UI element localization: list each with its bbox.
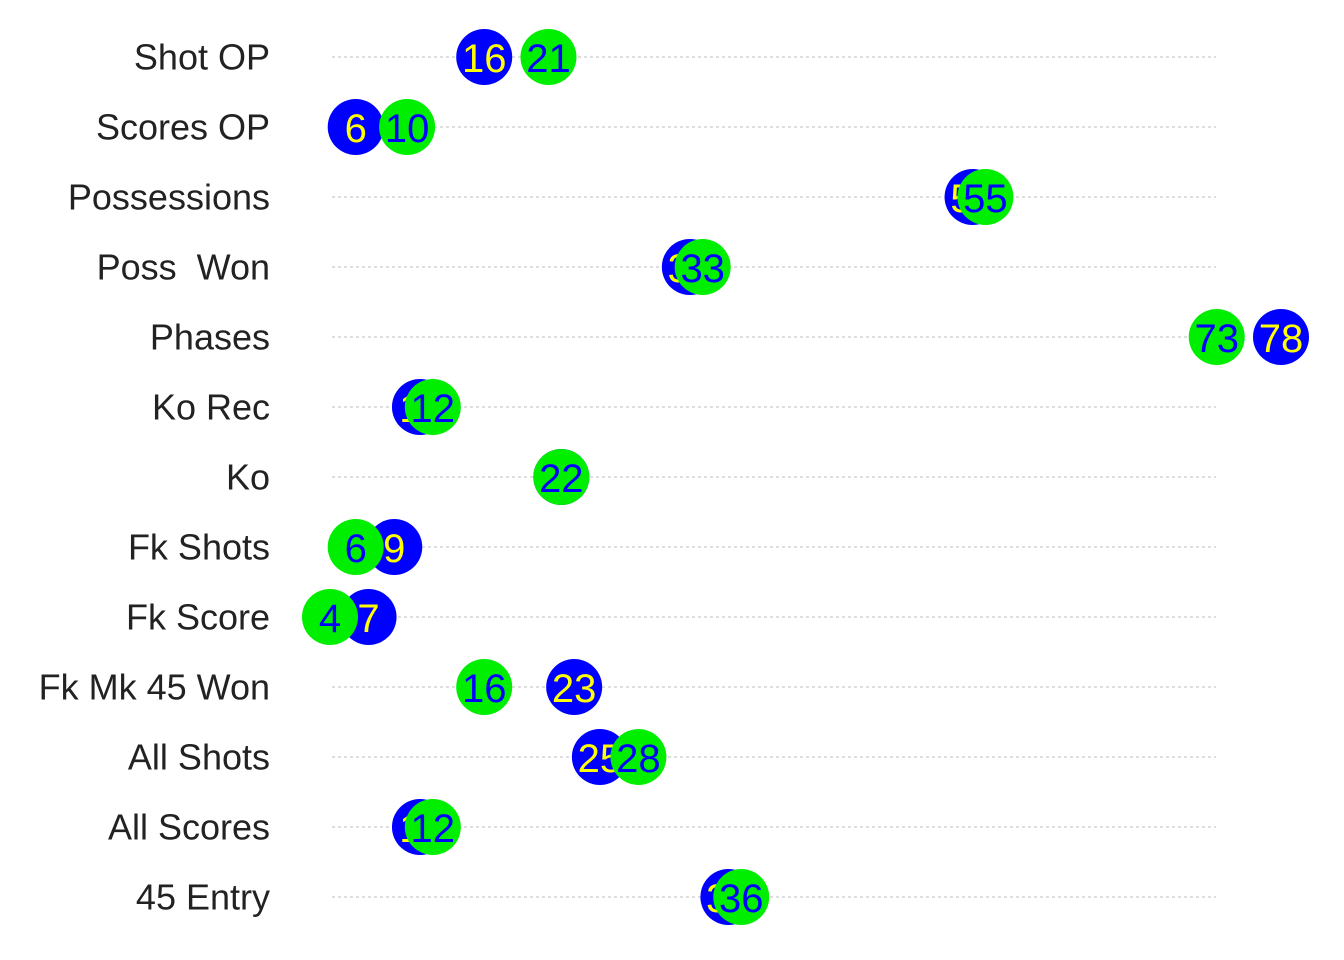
point-series2-possessions: [957, 169, 1014, 225]
point-label-series2-fk-score: 4: [319, 597, 341, 641]
point-series2-ko-rec: [404, 379, 461, 435]
point-series2-all-shots: [610, 729, 667, 785]
point-label-series2-ko-rec: 12: [411, 387, 456, 431]
category-label-45-entry: 45 Entry: [136, 877, 270, 918]
point-series1-phases: [1253, 309, 1309, 365]
point-label-series2-ko: 22: [539, 457, 584, 501]
point-label-series2-fk-mk-45-won: 16: [462, 667, 507, 711]
point-series1-fk-shots: [366, 519, 423, 575]
grid-lines: [332, 56, 1216, 898]
category-label-possessions: Possessions: [68, 177, 270, 218]
point-series2-ko: [533, 449, 590, 505]
category-label-phases: Phases: [150, 317, 270, 358]
point-label-series2-45-entry: 36: [719, 877, 764, 921]
point-series2-shot-op: [520, 29, 577, 85]
point-series2-phases: [1188, 309, 1245, 365]
point-series2-poss-won: [674, 239, 731, 295]
point-label-series2-fk-shots: 6: [345, 527, 367, 571]
category-label-ko: Ko: [226, 457, 270, 498]
point-series1-fk-score: [340, 589, 397, 645]
point-label-series1-fk-mk-45-won: 23: [552, 667, 597, 711]
point-series2-fk-score: [302, 589, 358, 645]
point-label-series2-phases: 73: [1194, 317, 1239, 361]
point-series2-all-scores: [404, 799, 461, 855]
point-label-series2-shot-op: 21: [526, 37, 571, 81]
category-label-poss-won: Poss Won: [97, 247, 270, 288]
point-label-series2-all-scores: 12: [411, 807, 456, 851]
point-label-series2-possessions: 55: [963, 177, 1008, 221]
category-label-all-shots: All Shots: [128, 737, 270, 778]
point-label-series2-all-shots: 28: [616, 737, 661, 781]
data-points: 1665432781122972325113521105533731222641…: [302, 29, 1309, 925]
point-series2-45-entry: [713, 869, 770, 925]
point-label-series2-scores-op: 10: [385, 107, 430, 151]
category-labels: Shot OP Scores OP Possessions Poss Won Phase…: [39, 37, 270, 918]
point-series1-all-shots: [571, 729, 628, 785]
point-series2-scores-op: [379, 99, 436, 155]
category-label-fk-shots: Fk Shots: [128, 527, 270, 568]
point-label-series2-poss-won: 33: [680, 247, 725, 291]
point-label-series1-scores-op: 6: [345, 107, 367, 151]
point-label-series1-phases: 78: [1259, 317, 1304, 361]
category-label-shot-op: Shot OP: [134, 37, 270, 78]
category-label-fk-mk-45-won: Fk Mk 45 Won: [39, 667, 270, 708]
category-label-scores-op: Scores OP: [96, 107, 270, 148]
point-series1-scores-op: [327, 99, 384, 155]
point-label-series1-fk-shots: 9: [383, 527, 405, 571]
category-label-ko-rec: Ko Rec: [152, 387, 270, 428]
point-series2-fk-mk-45-won: [456, 659, 513, 715]
point-label-series1-fk-score: 7: [357, 597, 379, 641]
category-label-fk-score: Fk Score: [126, 597, 270, 638]
point-label-series1-shot-op: 16: [462, 37, 507, 81]
point-series1-fk-mk-45-won: [546, 659, 603, 715]
point-series2-fk-shots: [327, 519, 384, 575]
category-label-all-scores: All Scores: [108, 807, 270, 848]
point-series1-shot-op: [456, 29, 513, 85]
